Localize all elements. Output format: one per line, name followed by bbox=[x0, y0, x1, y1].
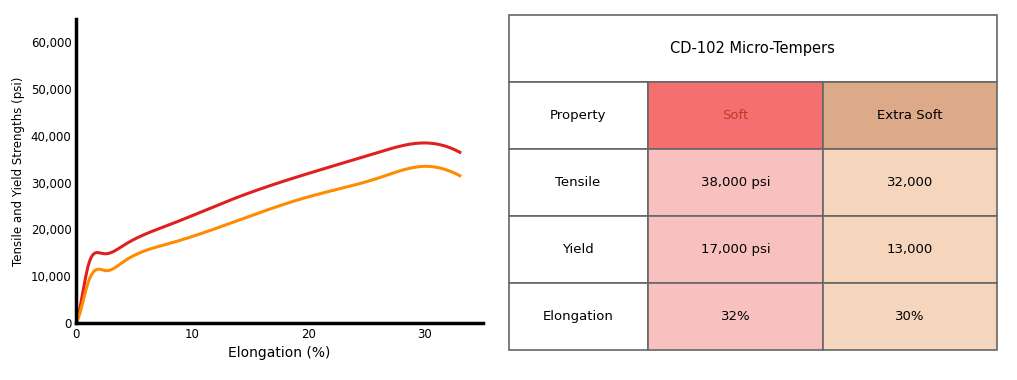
Text: 38,000 psi: 38,000 psi bbox=[701, 176, 770, 189]
Text: Soft: Soft bbox=[722, 109, 749, 122]
Y-axis label: Tensile and Yield Strengths (psi): Tensile and Yield Strengths (psi) bbox=[12, 76, 25, 266]
Bar bbox=[648, 283, 824, 350]
Text: Property: Property bbox=[550, 109, 606, 122]
Text: 13,000: 13,000 bbox=[887, 243, 934, 256]
Bar bbox=[824, 283, 997, 350]
Bar bbox=[508, 216, 648, 283]
Text: Yield: Yield bbox=[562, 243, 594, 256]
Bar bbox=[508, 82, 648, 149]
Bar bbox=[508, 149, 648, 216]
Bar bbox=[648, 216, 824, 283]
Text: Elongation: Elongation bbox=[543, 310, 613, 323]
Bar bbox=[648, 82, 824, 149]
Bar bbox=[824, 216, 997, 283]
Bar bbox=[508, 15, 997, 82]
X-axis label: Elongation (%): Elongation (%) bbox=[229, 347, 331, 360]
Text: 32%: 32% bbox=[721, 310, 751, 323]
Bar bbox=[508, 283, 648, 350]
Text: CD-102 Micro-Tempers: CD-102 Micro-Tempers bbox=[670, 41, 835, 56]
Bar bbox=[824, 82, 997, 149]
Text: Tensile: Tensile bbox=[555, 176, 601, 189]
Bar bbox=[824, 149, 997, 216]
Text: 30%: 30% bbox=[895, 310, 924, 323]
Text: Extra Soft: Extra Soft bbox=[878, 109, 943, 122]
Bar bbox=[648, 149, 824, 216]
Text: 32,000: 32,000 bbox=[887, 176, 934, 189]
Text: 17,000 psi: 17,000 psi bbox=[701, 243, 770, 256]
